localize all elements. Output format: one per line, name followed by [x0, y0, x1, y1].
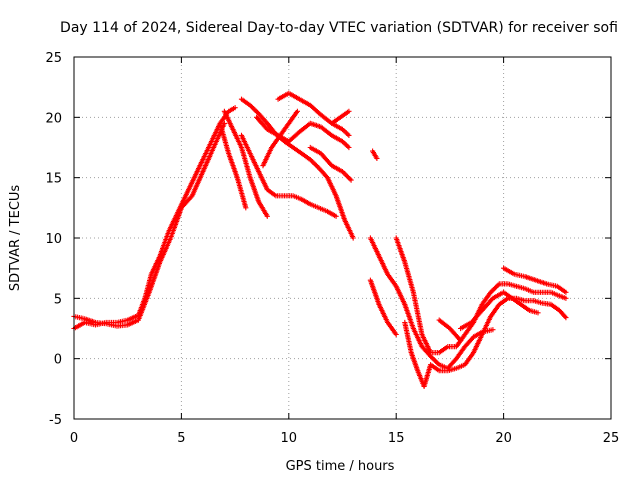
- series-2-track-2: [71, 120, 227, 329]
- series-17-track-17: [436, 317, 464, 344]
- series-markers: [329, 108, 352, 126]
- y-tick-label: 20: [45, 111, 62, 126]
- series-markers: [458, 289, 541, 332]
- x-tick-label: 5: [177, 431, 185, 446]
- series-3-track-3: [221, 108, 270, 219]
- series-14-track-14: [367, 277, 399, 338]
- series-18-track-18: [458, 289, 541, 332]
- series-markers: [367, 235, 496, 371]
- data-layer: [71, 90, 569, 389]
- series-1-track-1: [71, 105, 238, 332]
- series-markers: [307, 144, 354, 183]
- series-markers: [367, 277, 399, 338]
- y-tick-label: 15: [45, 172, 62, 187]
- series-10-track-10: [307, 144, 354, 183]
- tick-layer: 0 5 10 15 20 25 -5 0 5 10 15 20 25: [45, 51, 619, 446]
- series-7-track-7: [254, 114, 352, 151]
- y-tick-label: -5: [49, 413, 62, 428]
- y-tick-label: 10: [45, 232, 62, 247]
- series-13-track-13: [367, 235, 496, 371]
- series-markers: [217, 120, 249, 211]
- grid-layer: [74, 57, 611, 419]
- series-5-track-5: [238, 132, 339, 219]
- series-markers: [221, 108, 270, 219]
- x-tick-label: 20: [495, 431, 512, 446]
- x-tick-label: 10: [281, 431, 298, 446]
- series-markers: [254, 114, 352, 151]
- series-markers: [238, 132, 339, 219]
- series-markers: [436, 317, 464, 344]
- series-9-track-9: [260, 108, 300, 169]
- series-15-track-15: [393, 235, 569, 356]
- series-8-track-8: [275, 90, 352, 138]
- series-12-track-12: [370, 148, 380, 161]
- x-tick-label: 0: [70, 431, 78, 446]
- y-axis-label: SDTVAR / TECUs: [8, 185, 23, 292]
- series-11-track-11: [329, 108, 352, 126]
- y-tick-label: 0: [54, 353, 62, 368]
- series-markers: [71, 105, 238, 332]
- series-markers: [71, 120, 227, 329]
- series-markers: [501, 265, 569, 295]
- x-axis-label: GPS time / hours: [286, 459, 395, 474]
- x-tick-label: 25: [603, 431, 620, 446]
- series-19-track-19: [501, 265, 569, 295]
- x-tick-label: 15: [388, 431, 405, 446]
- series-markers: [370, 148, 380, 161]
- series-markers: [260, 108, 300, 169]
- series-markers: [275, 90, 352, 138]
- chart-title: Day 114 of 2024, Sidereal Day-to-day VTE…: [60, 20, 618, 36]
- series-4-track-4: [217, 120, 249, 211]
- y-tick-label: 5: [54, 292, 62, 307]
- y-tick-label: 25: [45, 51, 62, 66]
